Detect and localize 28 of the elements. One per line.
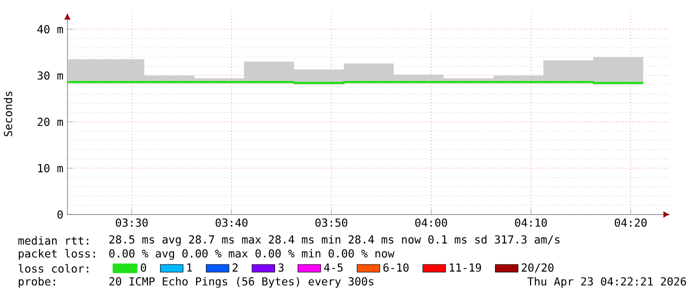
x-tick-label: 03:50 (315, 218, 348, 227)
text: 0.00 % avg 0.00 % max 0.00 % min 0.00 % now (109, 248, 394, 260)
legend-label: 1 (187, 263, 192, 272)
y-tick-label: 40 m (37, 24, 63, 34)
x-tick-label: 03:40 (216, 218, 248, 227)
y-tick-label: 0 (58, 210, 63, 219)
legend-label: 6-10 (383, 263, 409, 272)
text: median rtt: (18, 236, 88, 245)
legend-label: 3 (278, 263, 284, 272)
text: probe: (18, 276, 56, 288)
text: 28.5 ms avg 28.7 ms max 28.4 ms min 28.4 ms now 0.1 ms sd 317.3 am/s (109, 234, 560, 246)
text: Thu Apr 23 04:22:21 2026 (527, 276, 686, 288)
legend-label: 11-19 (450, 263, 481, 272)
legend-label: 20/20 (522, 263, 554, 272)
legend-label: 4-5 (324, 263, 343, 272)
x-tick-label: 04:00 (415, 218, 448, 227)
text: packet loss: (18, 248, 95, 260)
y-tick-label: 30 m (38, 71, 63, 80)
text: 20 ICMP Echo Pings (56 Bytes) every 300s (109, 276, 374, 288)
x-tick-label: 04:10 (515, 218, 547, 227)
legend-label: 0 (140, 263, 146, 272)
x-tick-label: 03:30 (116, 218, 148, 227)
y-axis-title: Seconds (4, 91, 12, 136)
legend-label: 2 (232, 263, 238, 272)
y-tick-label: 10 m (38, 164, 63, 172)
y-tick-label: 20 m (38, 118, 63, 126)
x-tick-label: 04:20 (614, 218, 647, 227)
legend-title: loss color: (18, 264, 88, 273)
